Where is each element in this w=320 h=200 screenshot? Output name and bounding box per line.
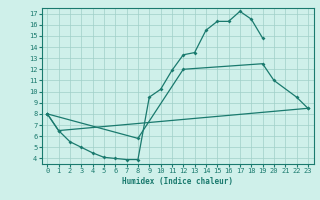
X-axis label: Humidex (Indice chaleur): Humidex (Indice chaleur) <box>122 177 233 186</box>
